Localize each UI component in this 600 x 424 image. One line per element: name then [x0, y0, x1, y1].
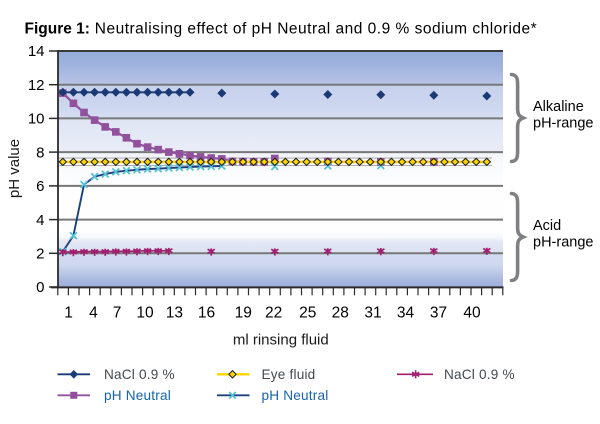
svg-text:28: 28: [332, 305, 349, 322]
svg-text:pH Neutral: pH Neutral: [104, 388, 171, 403]
svg-text:Acid: Acid: [533, 218, 561, 234]
svg-text:22: 22: [265, 305, 282, 322]
svg-text:4: 4: [36, 212, 44, 229]
svg-text:8: 8: [36, 144, 44, 161]
svg-text:14: 14: [28, 43, 45, 60]
svg-text:Eye fluid: Eye fluid: [262, 367, 316, 382]
svg-text:NaCl 0.9 %: NaCl 0.9 %: [104, 367, 175, 382]
svg-text:10: 10: [28, 111, 45, 128]
svg-text:25: 25: [299, 305, 316, 322]
svg-text:Alkaline: Alkaline: [533, 99, 584, 115]
svg-text:34: 34: [397, 305, 415, 322]
svg-text:16: 16: [198, 305, 215, 322]
svg-text:40: 40: [463, 305, 481, 322]
svg-text:pH-range: pH-range: [533, 116, 593, 132]
svg-text:19: 19: [235, 305, 252, 322]
svg-text:pH Neutral: pH Neutral: [262, 388, 329, 403]
svg-text:0: 0: [36, 279, 44, 296]
svg-text:12: 12: [28, 77, 45, 94]
svg-text:Figure 1: Neutralising effect: Figure 1: Neutralising effect of pH Neut…: [25, 21, 538, 38]
svg-text:10: 10: [136, 305, 154, 322]
svg-text:7: 7: [113, 305, 122, 322]
svg-text:pH-range: pH-range: [533, 235, 593, 251]
svg-text:13: 13: [166, 305, 183, 322]
svg-text:31: 31: [364, 305, 381, 322]
svg-text:2: 2: [36, 246, 44, 263]
svg-text:1: 1: [64, 305, 73, 322]
svg-text:NaCl 0.9 %: NaCl 0.9 %: [444, 367, 515, 382]
svg-text:37: 37: [430, 305, 447, 322]
svg-text:pH value: pH value: [6, 139, 23, 198]
svg-text:4: 4: [89, 305, 98, 322]
svg-text:ml rinsing fluid: ml rinsing fluid: [233, 332, 329, 349]
svg-text:6: 6: [36, 178, 44, 195]
